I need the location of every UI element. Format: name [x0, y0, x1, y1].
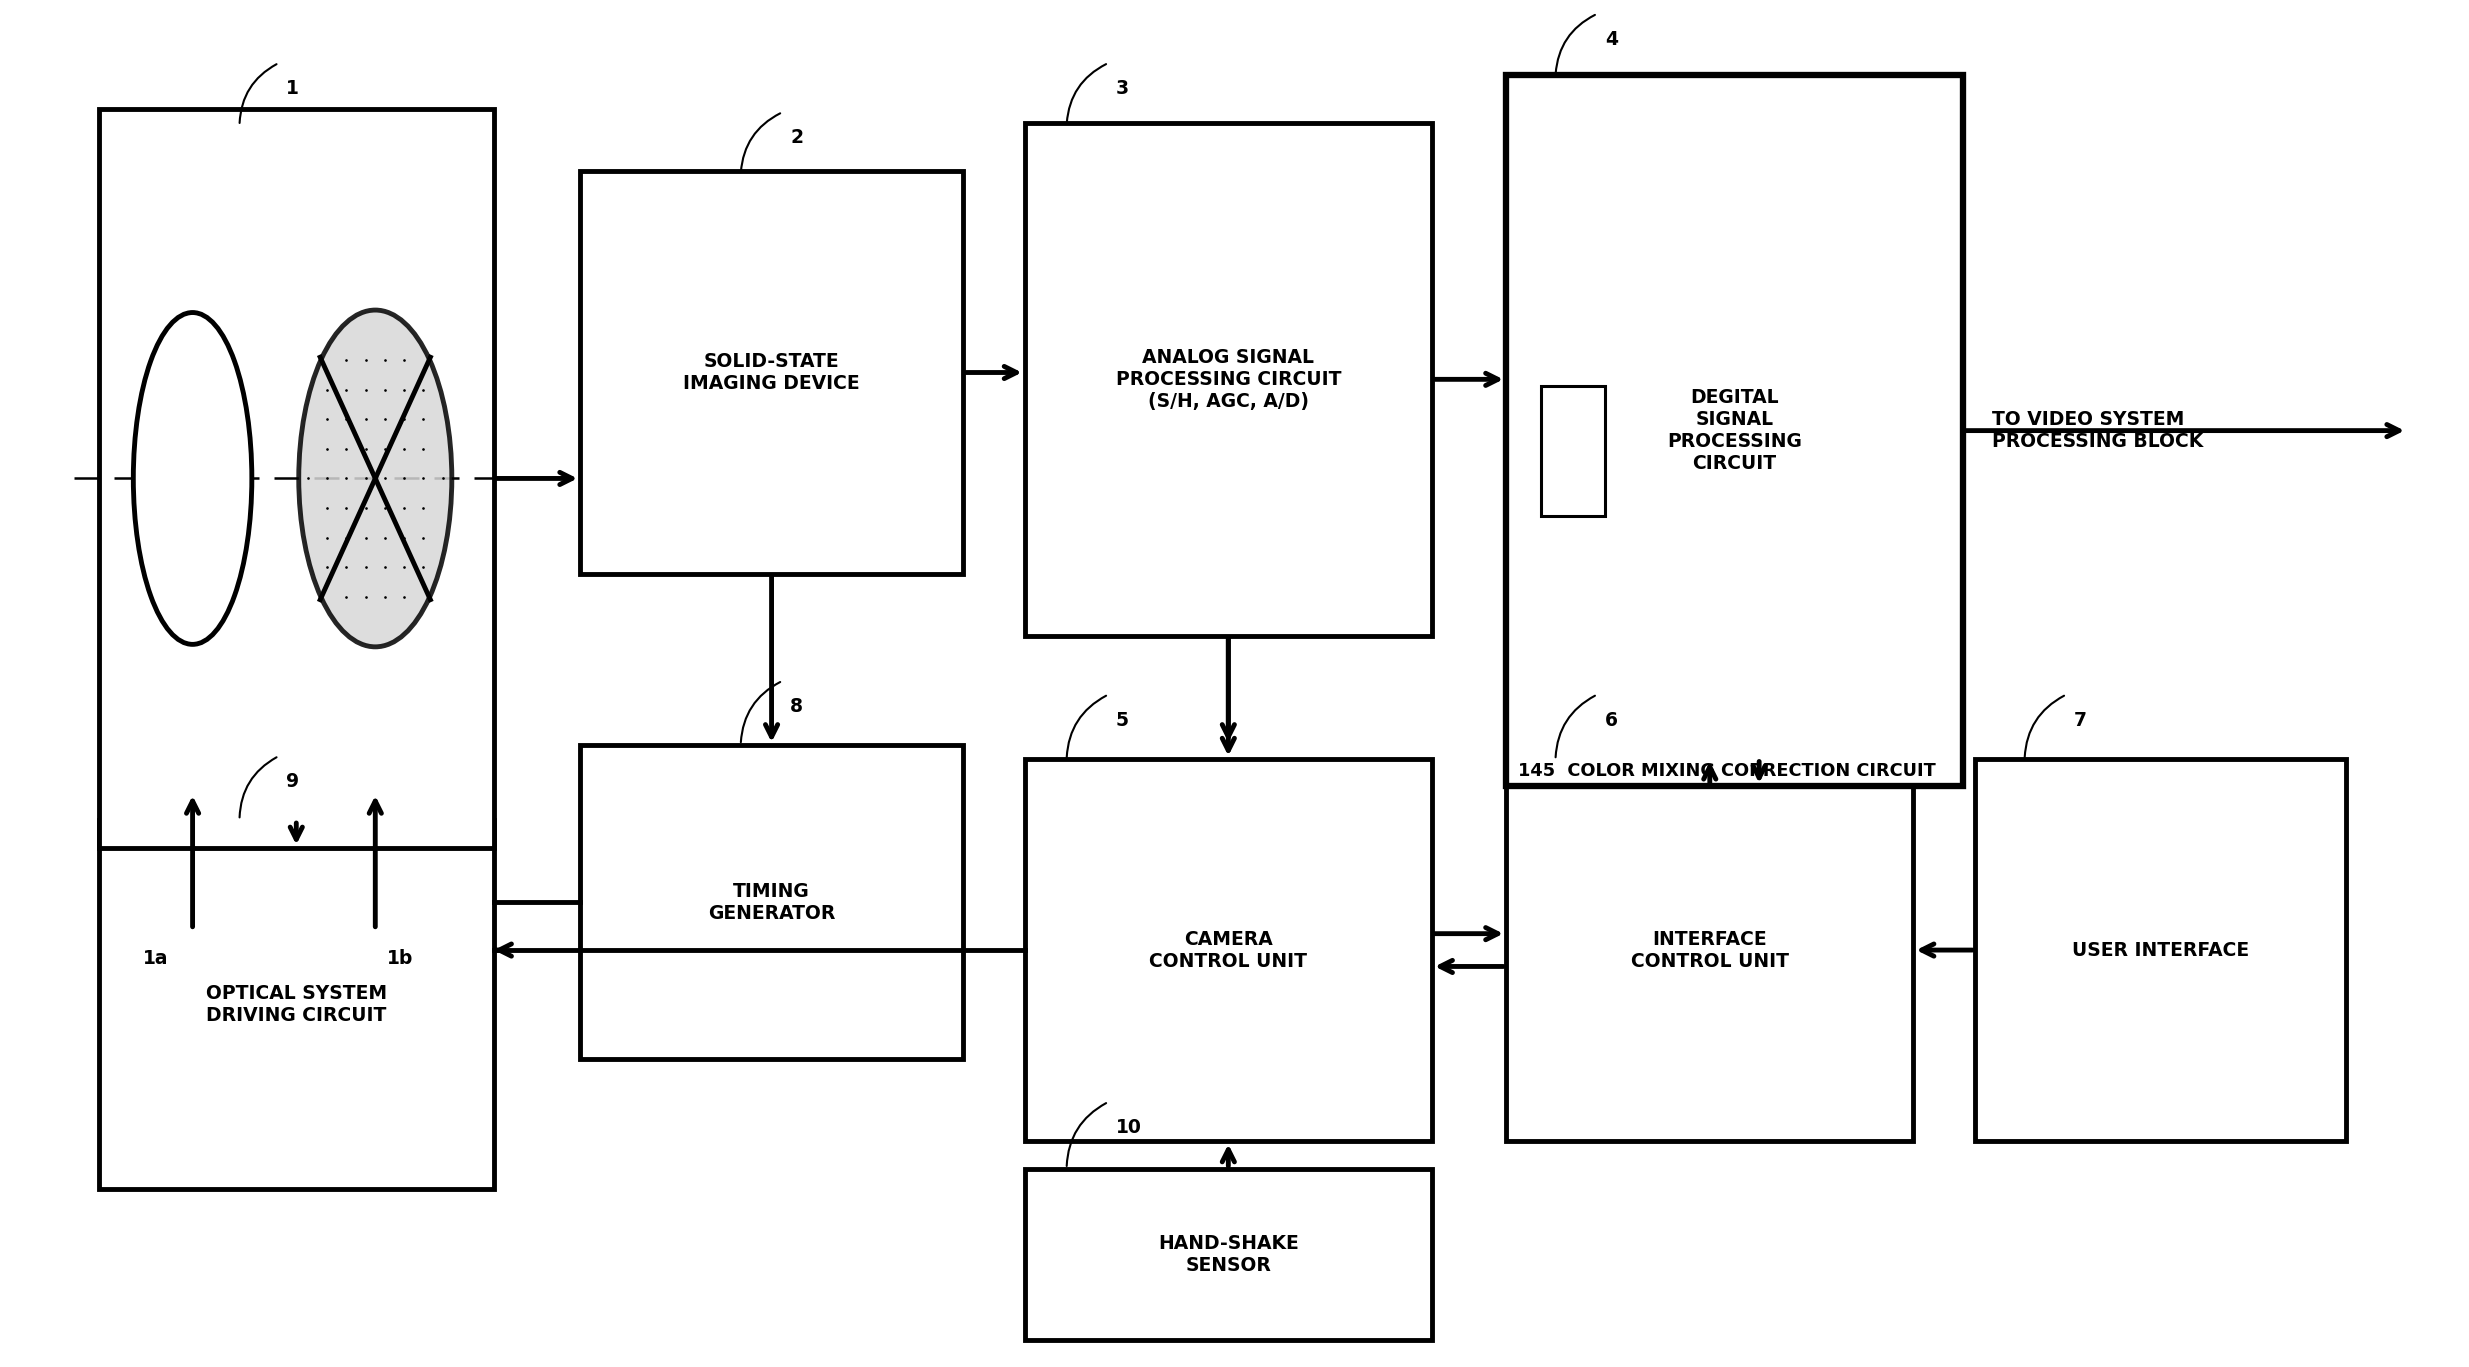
Text: 8: 8 — [790, 697, 802, 716]
Text: 5: 5 — [1116, 711, 1128, 730]
Text: INTERFACE
CONTROL UNIT: INTERFACE CONTROL UNIT — [1632, 930, 1788, 971]
Text: 7: 7 — [2074, 711, 2086, 730]
Bar — [1506, 759, 1913, 1141]
Bar — [580, 171, 963, 574]
Text: 2: 2 — [790, 128, 802, 148]
Bar — [99, 109, 494, 848]
Text: HAND-SHAKE
SENSOR: HAND-SHAKE SENSOR — [1158, 1234, 1299, 1274]
Text: 1a: 1a — [143, 949, 168, 968]
Bar — [1025, 123, 1432, 636]
Text: 1: 1 — [286, 79, 299, 98]
Text: ANALOG SIGNAL
PROCESSING CIRCUIT
(S/H, AGC, A/D): ANALOG SIGNAL PROCESSING CIRCUIT (S/H, A… — [1116, 347, 1341, 411]
Text: CAMERA
CONTROL UNIT: CAMERA CONTROL UNIT — [1151, 930, 1306, 971]
Text: 145  COLOR MIXING CORRECTION CIRCUIT: 145 COLOR MIXING CORRECTION CIRCUIT — [1518, 761, 1936, 781]
Text: TO VIDEO SYSTEM
PROCESSING BLOCK: TO VIDEO SYSTEM PROCESSING BLOCK — [1992, 410, 2205, 451]
Text: DEGITAL
SIGNAL
PROCESSING
CIRCUIT: DEGITAL SIGNAL PROCESSING CIRCUIT — [1667, 388, 1802, 473]
Bar — [1541, 385, 1605, 515]
Bar — [1025, 759, 1432, 1141]
Text: 3: 3 — [1116, 79, 1128, 98]
Ellipse shape — [299, 310, 452, 647]
Bar — [1506, 75, 1963, 786]
Text: 6: 6 — [1605, 711, 1617, 730]
Text: 1b: 1b — [388, 949, 412, 968]
Text: TIMING
GENERATOR: TIMING GENERATOR — [709, 882, 835, 923]
Text: SOLID-STATE
IMAGING DEVICE: SOLID-STATE IMAGING DEVICE — [684, 353, 859, 392]
Bar — [580, 745, 963, 1059]
Text: 9: 9 — [286, 772, 299, 791]
Bar — [1975, 759, 2346, 1141]
Text: USER INTERFACE: USER INTERFACE — [2071, 940, 2249, 960]
Text: 4: 4 — [1605, 30, 1617, 49]
Text: 10: 10 — [1116, 1118, 1141, 1137]
Bar — [1025, 1169, 1432, 1340]
Bar — [99, 820, 494, 1189]
Text: OPTICAL SYSTEM
DRIVING CIRCUIT: OPTICAL SYSTEM DRIVING CIRCUIT — [205, 984, 388, 1025]
Ellipse shape — [133, 313, 252, 644]
